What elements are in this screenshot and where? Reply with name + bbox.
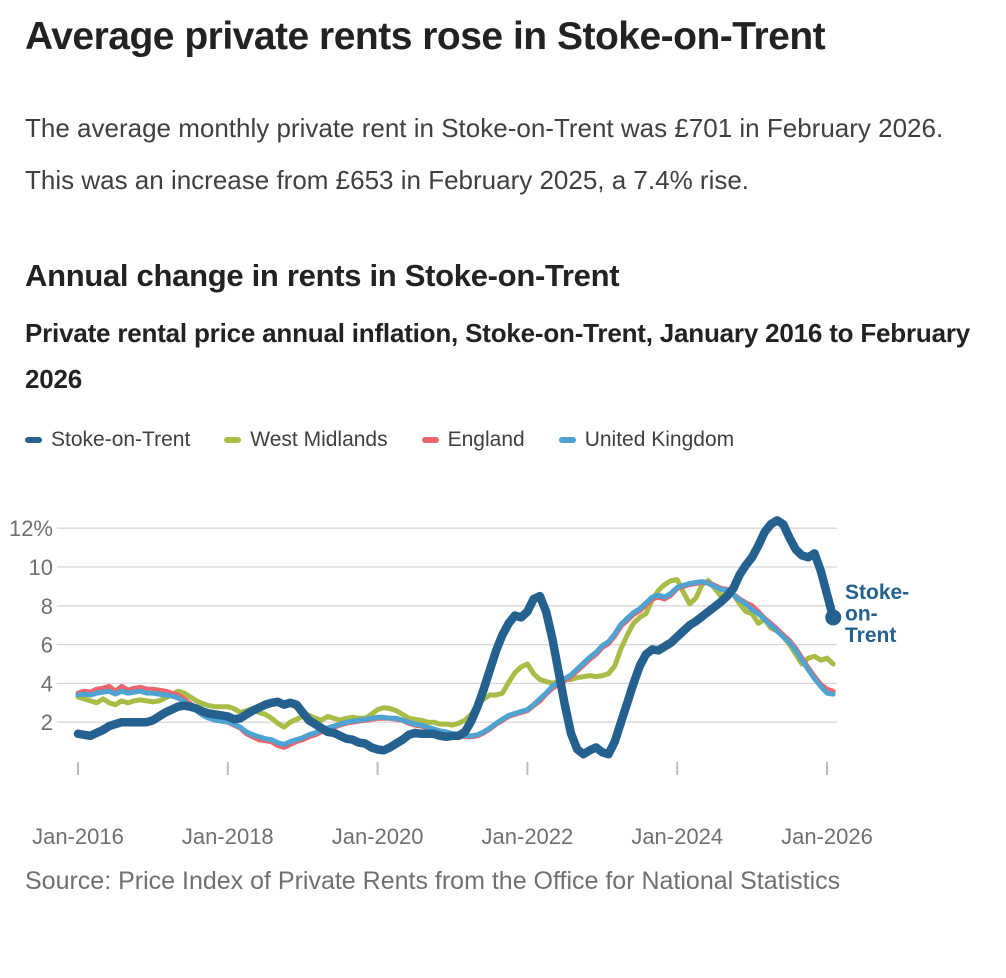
section-heading: Annual change in rents in Stoke-on-Trent xyxy=(25,258,620,294)
x-axis-label: Jan-2022 xyxy=(482,824,574,849)
x-axis-label: Jan-2018 xyxy=(182,824,274,849)
series-end-dot xyxy=(825,609,842,626)
legend-label: West Midlands xyxy=(250,428,388,452)
x-axis-label: Jan-2024 xyxy=(631,824,723,849)
x-axis-label: Jan-2026 xyxy=(781,824,873,849)
legend-item-england: England xyxy=(421,428,525,452)
y-axis-label: 4 xyxy=(41,671,53,696)
x-axis-label: Jan-2020 xyxy=(332,824,424,849)
legend-swatch-united-kingdom-icon xyxy=(558,437,576,444)
legend-item-west-midlands: West Midlands xyxy=(224,428,388,452)
legend-label: United Kingdom xyxy=(584,428,735,452)
line-chart[interactable]: 2 4 6 8 10 12% Jan-2016 Jan-2018 Jan-2020 Jan-202… xyxy=(0,492,1006,852)
page-title: Average private rents rose in Stoke-on-T… xyxy=(25,15,826,58)
legend-label: England xyxy=(447,428,525,452)
y-axis-label: 12% xyxy=(9,516,53,541)
y-axis-label: 10 xyxy=(29,555,53,580)
x-axis-label: Jan-2016 xyxy=(32,824,124,849)
y-axis-label: 2 xyxy=(41,710,53,735)
legend-swatch-england-icon xyxy=(421,437,439,444)
source-note: Source: Price Index of Private Rents fro… xyxy=(25,867,841,896)
chart-canvas[interactable]: 2 4 6 8 10 12% Jan-2016 Jan-2018 Jan-2020 Jan-202… xyxy=(0,492,1006,852)
legend-item-stoke-on-trent: Stoke-on-Trent xyxy=(25,428,190,452)
series-annotation: Stoke-on-Trent xyxy=(845,581,909,647)
series-line-stoke-on-trent xyxy=(73,516,838,759)
chart-subtitle: Private rental price annual inflation, S… xyxy=(25,318,971,395)
chart-legend: Stoke-on-Trent West Midlands England Uni… xyxy=(25,428,981,452)
y-axis-label: 6 xyxy=(41,633,53,658)
legend-swatch-stoke-on-trent-icon xyxy=(25,437,42,444)
legend-item-united-kingdom: United Kingdom xyxy=(558,428,735,452)
legend-swatch-west-midlands-icon xyxy=(224,437,242,444)
y-axis-label: 8 xyxy=(41,594,53,619)
legend-label: Stoke-on-Trent xyxy=(51,428,191,452)
intro-paragraph: The average monthly private rent in Stok… xyxy=(25,113,944,196)
